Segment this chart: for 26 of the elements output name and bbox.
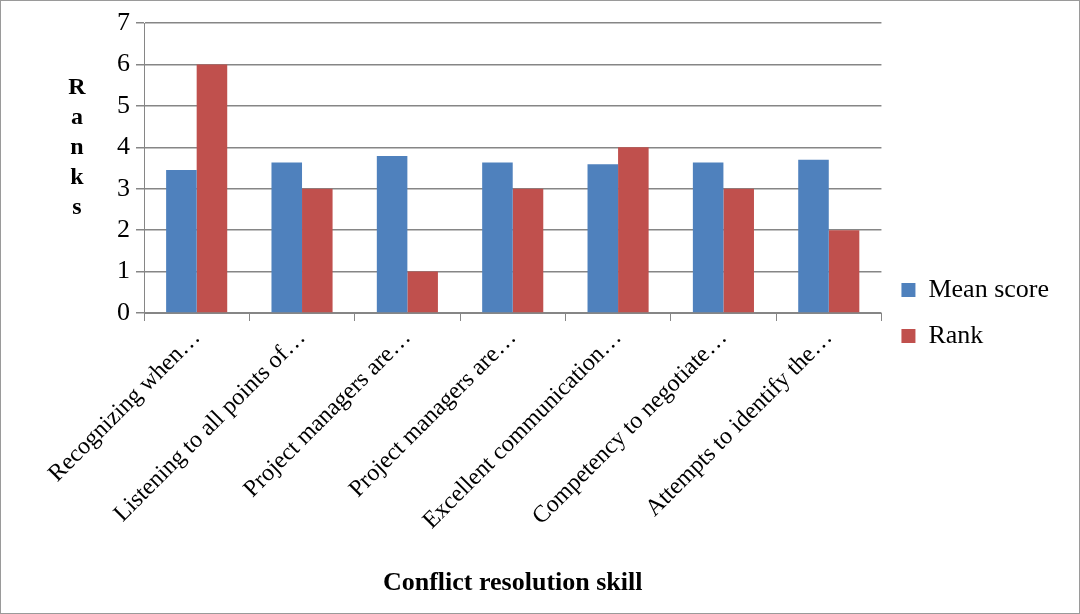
bar [376,155,408,313]
bar [828,230,860,313]
bar [798,159,829,313]
bar [271,162,303,313]
y-tick-label: 2 [117,213,130,243]
bar [618,147,649,313]
y-tick-label: 1 [117,255,130,285]
y-tick-label: 0 [117,296,130,326]
y-tick-label: 4 [117,131,130,161]
y-tick-label: 3 [117,172,130,202]
y-tick-label: 7 [117,6,130,36]
bar [692,162,724,313]
bar [302,188,333,313]
bar [407,271,438,313]
bar [196,64,228,313]
bar [482,162,513,313]
y-tick-label: 5 [117,89,130,119]
bar [166,170,197,313]
y-axis-title: Ranks [63,73,90,223]
bar [587,164,619,313]
legend-label: Rank [928,319,984,349]
legend-label: Mean score [928,273,1050,303]
bar [512,188,544,313]
bar [723,188,754,313]
y-tick-label: 6 [117,48,130,78]
x-axis-title: Conflict resolution skill [382,567,643,597]
